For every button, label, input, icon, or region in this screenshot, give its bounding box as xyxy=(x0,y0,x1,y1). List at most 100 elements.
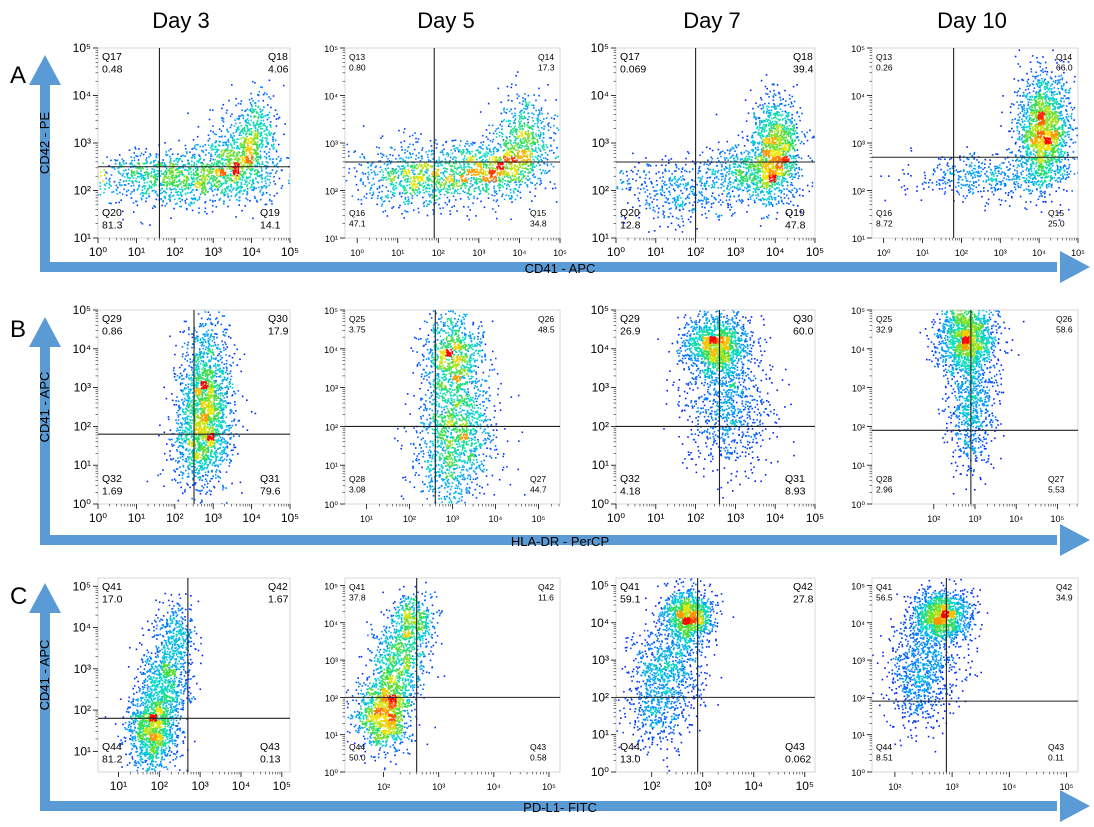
event-point xyxy=(757,117,760,119)
event-point xyxy=(414,193,416,195)
event-point xyxy=(513,135,516,138)
event-point xyxy=(225,112,228,114)
event-point xyxy=(718,194,720,197)
event-point xyxy=(251,151,253,154)
event-point xyxy=(426,172,428,174)
event-point xyxy=(527,132,530,134)
event-point xyxy=(539,111,541,113)
event-point xyxy=(527,164,530,167)
event-point xyxy=(185,181,188,183)
event-point xyxy=(628,178,630,181)
event-point xyxy=(373,172,376,174)
event-point xyxy=(164,195,166,198)
event-point xyxy=(277,143,280,146)
event-point xyxy=(369,189,372,191)
event-point xyxy=(538,129,540,132)
event-point xyxy=(240,134,242,137)
event-point xyxy=(527,145,529,148)
quadrant-percent: 47.1 xyxy=(349,219,366,229)
event-point xyxy=(148,192,150,195)
event-point xyxy=(210,130,212,132)
event-point xyxy=(404,210,406,212)
event-point xyxy=(135,180,137,183)
event-point xyxy=(546,172,548,174)
event-point xyxy=(266,129,269,131)
event-point xyxy=(486,148,488,150)
event-point xyxy=(789,98,791,100)
event-point xyxy=(685,157,687,160)
event-point xyxy=(500,101,502,104)
event-point xyxy=(240,164,243,166)
event-point xyxy=(169,160,172,162)
event-point xyxy=(110,185,112,187)
event-point xyxy=(472,168,475,171)
event-point xyxy=(168,198,170,200)
event-point xyxy=(490,179,493,182)
event-point xyxy=(513,164,515,167)
event-point xyxy=(554,157,557,160)
event-point xyxy=(243,141,245,143)
event-point xyxy=(555,156,558,159)
event-point xyxy=(193,165,195,167)
event-point xyxy=(390,180,393,183)
event-point xyxy=(519,138,522,141)
event-point xyxy=(531,132,534,135)
event-point xyxy=(448,199,451,201)
event-point xyxy=(404,179,406,182)
event-point xyxy=(469,159,472,161)
event-point xyxy=(238,158,240,160)
event-point xyxy=(380,137,382,139)
event-point xyxy=(690,216,692,218)
event-point xyxy=(210,182,212,185)
event-point xyxy=(256,145,258,147)
event-point xyxy=(397,177,400,179)
event-point xyxy=(492,181,495,183)
event-point xyxy=(457,192,459,194)
event-point xyxy=(434,199,436,201)
event-point xyxy=(625,170,628,173)
event-point xyxy=(235,187,238,189)
event-point xyxy=(482,187,484,190)
event-point xyxy=(443,148,445,151)
event-point xyxy=(468,188,470,190)
event-point xyxy=(651,201,654,203)
event-point xyxy=(269,134,272,137)
event-point xyxy=(506,158,509,161)
event-point xyxy=(215,181,218,184)
event-point xyxy=(760,97,762,99)
event-point xyxy=(522,155,525,158)
event-point xyxy=(229,150,231,152)
event-point xyxy=(223,172,225,174)
event-point xyxy=(466,159,469,162)
event-point xyxy=(471,184,474,186)
event-point xyxy=(206,163,209,165)
event-point xyxy=(666,199,669,201)
event-point xyxy=(739,200,742,202)
event-point xyxy=(724,152,726,154)
event-point xyxy=(236,154,238,157)
event-point xyxy=(797,154,799,156)
event-point xyxy=(94,175,96,177)
event-point xyxy=(221,188,224,191)
event-point xyxy=(236,175,239,178)
event-point xyxy=(478,152,480,154)
event-point xyxy=(173,187,176,190)
event-point xyxy=(538,159,540,162)
event-point xyxy=(406,211,409,213)
event-point xyxy=(385,176,387,179)
event-point xyxy=(468,189,470,191)
event-point xyxy=(252,109,255,112)
event-point xyxy=(497,163,499,165)
event-point xyxy=(480,179,483,182)
event-point xyxy=(755,102,757,105)
event-point xyxy=(720,151,722,153)
event-point xyxy=(519,173,522,176)
event-point xyxy=(229,143,232,145)
event-point xyxy=(483,176,485,178)
event-point xyxy=(520,115,523,118)
event-point xyxy=(240,181,243,184)
event-point xyxy=(264,176,267,179)
event-point xyxy=(497,165,500,168)
event-point xyxy=(505,194,508,197)
